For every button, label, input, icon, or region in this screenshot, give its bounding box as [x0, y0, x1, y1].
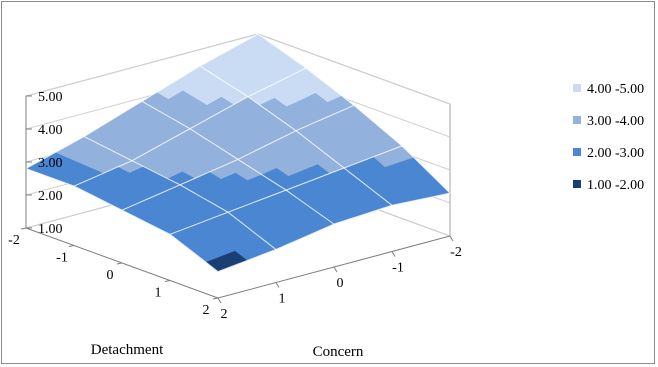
legend-label: 4.00 -5.00 — [587, 82, 644, 97]
detachment-axis-title: Detachment — [91, 342, 164, 358]
surface-gridline — [141, 100, 335, 225]
value-tick-label: 2.00 — [38, 189, 63, 204]
surface-gridline — [199, 65, 393, 206]
legend-swatch — [573, 116, 581, 124]
concern-tick-mark — [391, 251, 396, 257]
value-tick-label: 3.00 — [38, 156, 63, 171]
detachment-tick-label: -2 — [8, 233, 20, 248]
value-tick-label: 1.00 — [38, 222, 63, 237]
surface-gridline — [25, 168, 219, 272]
concern-tick-label: 2 — [221, 307, 228, 322]
detachment-tick-label: -1 — [56, 251, 68, 266]
concern-tick-label: -1 — [392, 261, 404, 276]
detachment-tick-mark — [164, 280, 171, 282]
legend-label: 3.00 -4.00 — [587, 114, 644, 129]
surface-gridline — [83, 136, 277, 250]
concern-tick-mark — [449, 235, 454, 242]
concern-tick-mark — [217, 297, 222, 304]
detachment-tick-mark — [116, 262, 123, 265]
concern-tick-mark — [275, 282, 280, 288]
detachment-tick-label: 2 — [203, 303, 210, 318]
concern-tick-mark — [333, 266, 338, 273]
detachment-tick-label: 1 — [155, 286, 162, 301]
value-tick-label: 5.00 — [38, 90, 63, 105]
concern-axis-title: Concern — [313, 344, 364, 360]
value-tick-label: 4.00 — [38, 123, 63, 138]
detachment-tick-mark — [212, 297, 219, 300]
detachment-tick-mark — [20, 227, 27, 230]
surface-plot — [25, 33, 451, 273]
legend-label: 2.00 -3.00 — [587, 146, 644, 161]
concern-tick-label: -2 — [450, 245, 462, 260]
concern-tick-label: 1 — [279, 292, 286, 307]
chart-axes: -2 -1 0 1 2 -2 -1 0 1 2 1.00 2.00 3.00 4.00 5.00 Detach… — [8, 90, 462, 360]
detachment-tick-mark — [68, 245, 75, 247]
surface-gridline — [257, 33, 451, 194]
legend: 4.00 -5.00 3.00 -4.00 2.00 -3.00 1.00 -2.00 — [573, 82, 644, 193]
legend-label: 1.00 -2.00 — [587, 178, 644, 193]
legend-swatch — [573, 180, 581, 188]
legend-swatch — [573, 148, 581, 156]
detachment-tick-label: 0 — [107, 268, 114, 283]
legend-swatch — [573, 84, 581, 92]
concern-tick-label: 0 — [337, 276, 344, 291]
